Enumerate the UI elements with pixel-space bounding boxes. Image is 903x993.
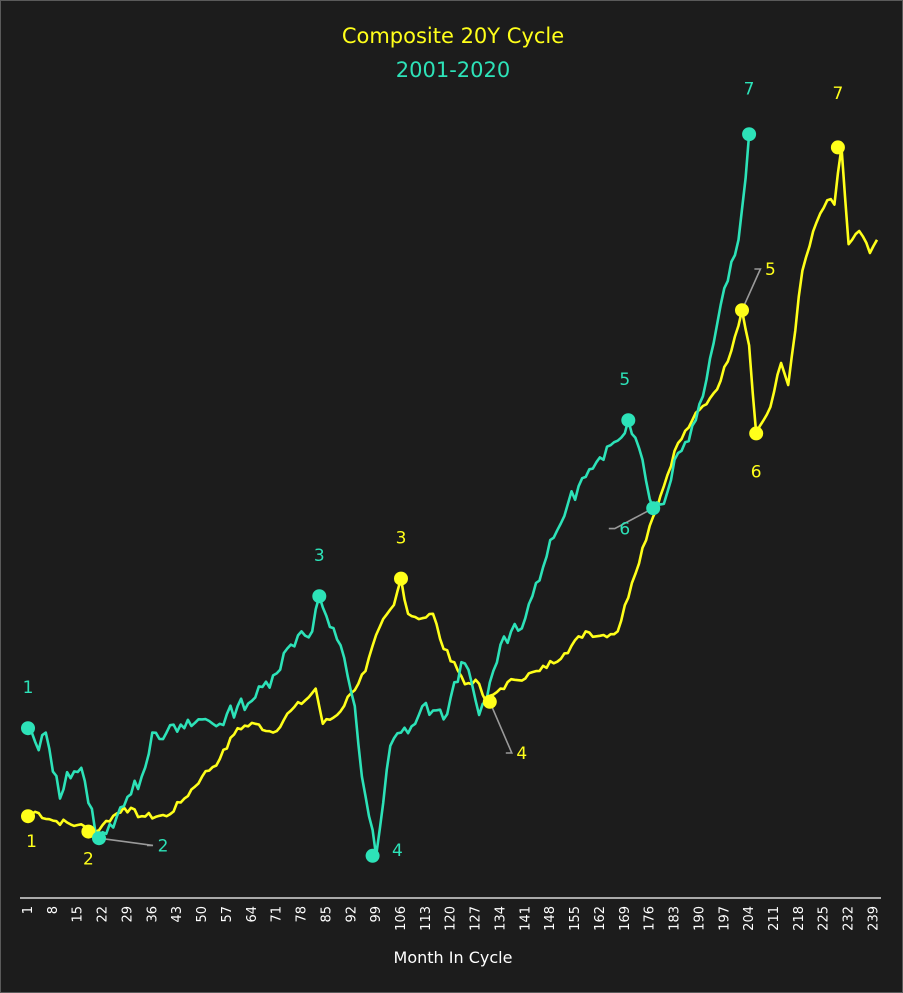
leader-line: [98, 837, 154, 847]
turning-point-label: 5: [619, 370, 630, 390]
x-tick-label: 113: [419, 906, 434, 931]
leader-line: [741, 268, 762, 311]
x-tick-label: 162: [593, 906, 608, 931]
x-tick-label: 127: [469, 906, 484, 931]
turning-point-marker: [312, 589, 327, 604]
series-layer: [27, 134, 879, 858]
turning-point-label: 6: [751, 462, 762, 482]
turning-point-marker: [365, 848, 380, 863]
turning-point-label: 2: [83, 850, 94, 870]
x-tick-label: 197: [717, 906, 732, 931]
turning-point-label: 1: [26, 832, 37, 852]
x-tick-label: 218: [792, 906, 807, 931]
x-tick-label: 148: [543, 906, 558, 931]
turning-point-marker: [394, 571, 408, 586]
chart-subtitle: 2001-2020: [396, 58, 510, 82]
x-tick-label: 134: [494, 906, 509, 931]
x-tick-label: 169: [618, 906, 633, 931]
x-tick-label: 106: [394, 906, 409, 931]
x-axis-label: Month In Cycle: [394, 948, 513, 967]
x-tick-label: 239: [866, 906, 881, 931]
x-tick-label: 43: [170, 906, 185, 923]
series-line-0: [27, 146, 879, 834]
x-tick-label: 120: [444, 906, 459, 931]
x-tick-label: 85: [319, 906, 334, 923]
leader-line: [489, 701, 514, 754]
leader-line: [608, 507, 654, 530]
turning-point-marker: [21, 721, 35, 736]
x-tick-label: 8: [46, 906, 61, 914]
x-tick-label: 1: [21, 906, 36, 914]
x-tick-label: 225: [817, 906, 832, 931]
turning-point-label: 3: [396, 528, 407, 548]
x-tick-label: 71: [270, 906, 285, 923]
chart-title: Composite 20Y Cycle: [342, 24, 564, 48]
turning-point-label: 7: [744, 80, 755, 100]
turning-point-marker: [735, 303, 749, 318]
x-tick-label: 22: [96, 906, 111, 923]
x-tick-label: 155: [568, 906, 583, 931]
turning-point-marker: [749, 426, 764, 441]
turning-point-label: 6: [619, 520, 630, 540]
turning-point-marker: [830, 140, 845, 155]
x-tick-label: 190: [692, 906, 707, 931]
x-tick-label: 36: [145, 906, 160, 923]
x-tick-label: 78: [295, 906, 310, 923]
x-tick-label: 50: [195, 906, 210, 923]
turning-point-marker: [742, 127, 757, 142]
turning-point-label: 5: [765, 260, 776, 280]
x-tick-label: 64: [245, 906, 260, 923]
turning-point-marker: [81, 824, 96, 839]
x-tick-label: 99: [369, 906, 384, 923]
x-tick-label: 204: [742, 906, 757, 931]
x-tick-label: 57: [220, 906, 235, 923]
turning-point-marker: [646, 501, 661, 516]
x-tick-label: 29: [121, 906, 136, 923]
turning-point-marker: [21, 809, 35, 824]
turning-point-marker: [482, 694, 497, 709]
x-tick-label: 141: [518, 906, 533, 931]
turning-point-label: 4: [392, 841, 403, 861]
turning-point-label: 1: [23, 678, 34, 698]
turning-point-marker: [621, 413, 636, 428]
x-tick-layer: 1 8 15 22 29 36 43 50 57 64 71 78 85 92 99 106 113 120 127…: [21, 906, 881, 931]
x-tick-label: 232: [842, 906, 857, 931]
turning-point-label: 3: [314, 546, 325, 566]
turning-point-label: 4: [516, 744, 527, 764]
turning-point-label: 7: [832, 84, 843, 104]
x-tick-label: 211: [767, 906, 782, 931]
series-line-1: [27, 134, 751, 858]
turning-point-marker: [92, 831, 106, 846]
annotation-layer: 1 2 3 4 5 6 7 1 2 3 4 5 6 7: [21, 80, 845, 870]
x-tick-label: 183: [668, 906, 683, 931]
x-tick-label: 92: [344, 906, 359, 923]
turning-point-label: 2: [158, 836, 169, 856]
x-tick-label: 176: [643, 906, 658, 931]
x-tick-label: 15: [71, 906, 86, 923]
